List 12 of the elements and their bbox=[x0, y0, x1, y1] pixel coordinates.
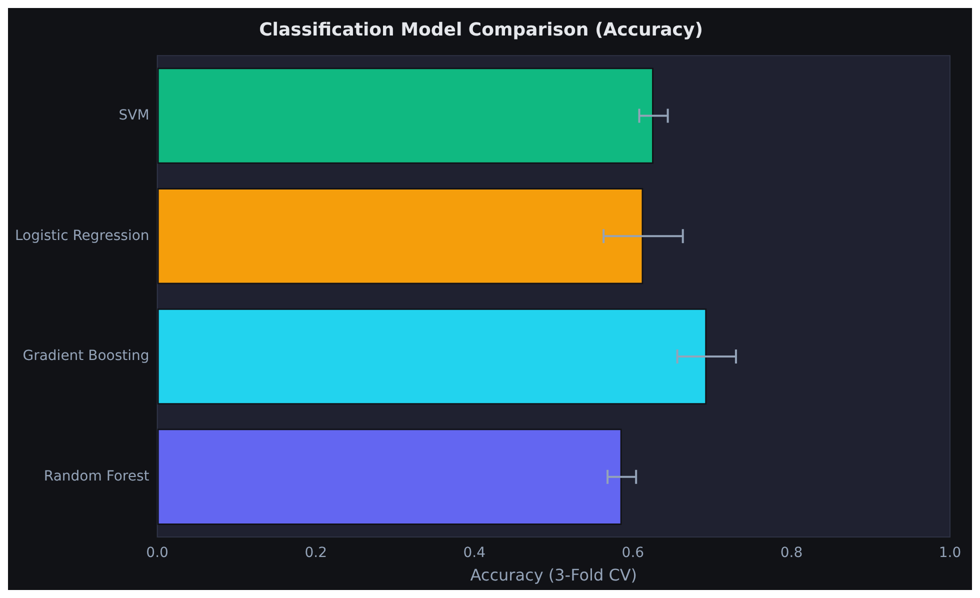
y-tick-label: Random Forest bbox=[44, 468, 150, 484]
y-tick-label: Logistic Regression bbox=[14, 228, 150, 244]
y-tick-label: SVM bbox=[118, 107, 150, 124]
x-tick-label: 0.6 bbox=[622, 545, 644, 562]
x-tick-label: 0.8 bbox=[780, 545, 803, 562]
chart-title: Classification Model Comparison (Accuracy) bbox=[259, 19, 703, 40]
x-tick-label: 0.2 bbox=[304, 545, 327, 562]
x-axis-title: Accuracy (3-Fold CV) bbox=[470, 566, 638, 585]
x-tick-label: 1.0 bbox=[938, 545, 962, 562]
x-tick-label: 0.4 bbox=[463, 545, 486, 562]
y-tick-label: Gradient Boosting bbox=[22, 348, 150, 364]
x-tick-label: 0.0 bbox=[146, 545, 168, 562]
